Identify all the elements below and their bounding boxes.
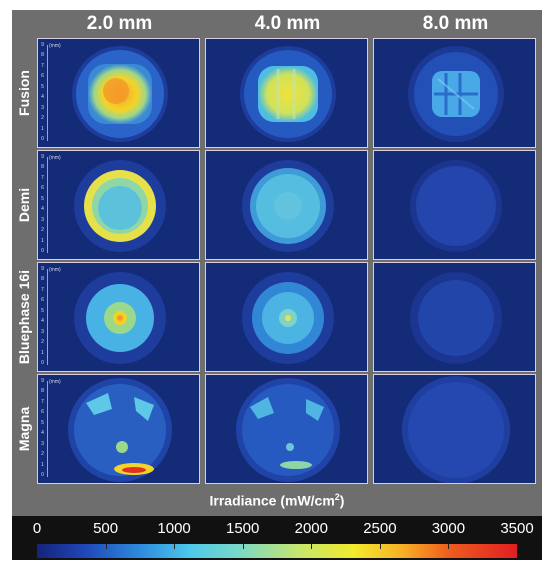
axis-tick: 8: [41, 164, 44, 171]
beam-profile: [74, 272, 166, 364]
axis-unit: (mm): [49, 155, 61, 161]
axis-tick: 1: [41, 237, 44, 244]
axis-tick: 0: [41, 136, 44, 142]
beam-profile: [410, 160, 502, 252]
axis-tick: 6: [41, 297, 44, 304]
axis-tick: 7: [41, 286, 44, 293]
colorbar-label: 1500: [226, 520, 260, 537]
beam-profile: [402, 376, 510, 483]
axis-line: [47, 157, 48, 253]
colorbar-label: 2500: [363, 520, 397, 537]
axis-tick: 3: [41, 216, 44, 223]
panel-fusion-4mm: [205, 38, 368, 148]
beam-profile: [242, 160, 334, 252]
beam-profile: [72, 46, 168, 142]
axis-tick: 5: [41, 195, 44, 202]
colorbar-label: 500: [93, 520, 119, 537]
axis-tick: 3: [41, 328, 44, 335]
colorbar-title: Irradiance (mW/cm2): [209, 492, 345, 509]
column-header-4mm: 4.0 mm: [254, 13, 321, 34]
panel-bluephase-2mm: (mm) 9 8 7 6 5 4 3 2 1 0: [37, 262, 200, 372]
axis-tick: 3: [41, 440, 44, 447]
colorbar-label: 2000: [294, 520, 328, 537]
axis-tick: 1: [41, 461, 44, 468]
axis-tick: 9: [41, 378, 44, 384]
axis-tick: 8: [41, 52, 44, 59]
axis-tick: 9: [41, 42, 44, 48]
axis-tick: 0: [41, 248, 44, 254]
axis-tick: 2: [41, 339, 44, 346]
axis-tick: 3: [41, 104, 44, 111]
axis-tick: 8: [41, 388, 44, 395]
axis-tick: 0: [41, 360, 44, 366]
axis-unit: (mm): [49, 379, 61, 385]
colorbar-label: 0: [32, 520, 42, 537]
row-label-demi: Demi: [16, 187, 32, 223]
axis-line: [47, 269, 48, 365]
axis-tick: 4: [41, 94, 44, 101]
axis-tick: 0: [41, 472, 44, 478]
axis-tick: 1: [41, 349, 44, 356]
axis-tick: 2: [41, 451, 44, 458]
panel-demi-8mm: [373, 150, 536, 260]
panel-bluephase-8mm: [373, 262, 536, 372]
panel-bluephase-4mm: [205, 262, 368, 372]
colorbar-label: 3000: [431, 520, 466, 537]
colorbar: 0 500 1000 1500 2000 2500 3000 3500: [12, 516, 542, 560]
y-axis: (mm) 9 8 7 6 5 4 3 2 1 0: [40, 42, 61, 143]
axis-tick: 2: [41, 115, 44, 122]
row-label-magna: Magna: [16, 406, 32, 452]
row-label-bluephase: Bluephase 16i: [16, 269, 32, 365]
panel-magna-2mm: (mm) 9 8 7 6 5 4 3 2 1 0: [37, 374, 200, 484]
beam-profile: [242, 272, 334, 364]
column-header-2mm: 2.0 mm: [86, 13, 153, 34]
axis-tick: 6: [41, 185, 44, 192]
beam-profile: [410, 272, 502, 364]
axis-tick: 6: [41, 73, 44, 80]
axis-tick: 7: [41, 62, 44, 69]
axis-tick: 9: [41, 266, 44, 272]
panel-fusion-2mm: (mm) 9 8 7 6 5 4 3 2 1 0: [37, 38, 200, 148]
panel-demi-4mm: [205, 150, 368, 260]
axis-tick: 5: [41, 83, 44, 90]
axis-line: [47, 45, 48, 141]
axis-tick: 7: [41, 174, 44, 181]
axis-tick: 7: [41, 398, 44, 405]
colorbar-label: 1000: [157, 520, 191, 537]
axis-tick: 8: [41, 276, 44, 283]
axis-tick: 9: [41, 154, 44, 160]
axis-unit: (mm): [49, 267, 61, 273]
beam-profile: [408, 46, 504, 142]
axis-tick: 5: [41, 307, 44, 314]
axis-unit: (mm): [49, 43, 61, 49]
colorbar-gradient: [37, 544, 517, 558]
panel-demi-2mm: (mm) 9 8 7 6 5 4 3 2 1 0: [37, 150, 200, 260]
axis-tick: 4: [41, 430, 44, 437]
axis-tick: 4: [41, 206, 44, 213]
beam-profile: [68, 378, 172, 482]
irradiance-figure: 2.0 mm 4.0 mm 8.0 mm Fusion Demi Bluepha…: [12, 10, 542, 560]
beam-profile: [236, 378, 340, 482]
y-axis: (mm) 9 8 7 6 5 4 3 2 1 0: [40, 266, 61, 367]
panel-fusion-8mm: [373, 38, 536, 148]
row-label-fusion: Fusion: [16, 70, 32, 116]
beam-profile: [74, 160, 166, 252]
panel-magna-4mm: [205, 374, 368, 484]
beam-profile: [240, 46, 336, 142]
axis-tick: 6: [41, 409, 44, 416]
axis-tick: 2: [41, 227, 44, 234]
colorbar-label: 3500: [500, 520, 534, 537]
axis-tick: 4: [41, 318, 44, 325]
axis-tick: 5: [41, 419, 44, 426]
column-header-8mm: 8.0 mm: [422, 13, 489, 34]
axis-tick: 1: [41, 125, 44, 132]
panel-magna-8mm: [373, 374, 536, 484]
y-axis: (mm) 9 8 7 6 5 4 3 2 1 0: [40, 378, 61, 479]
y-axis: (mm) 9 8 7 6 5 4 3 2 1 0: [40, 154, 61, 255]
axis-line: [47, 381, 48, 477]
